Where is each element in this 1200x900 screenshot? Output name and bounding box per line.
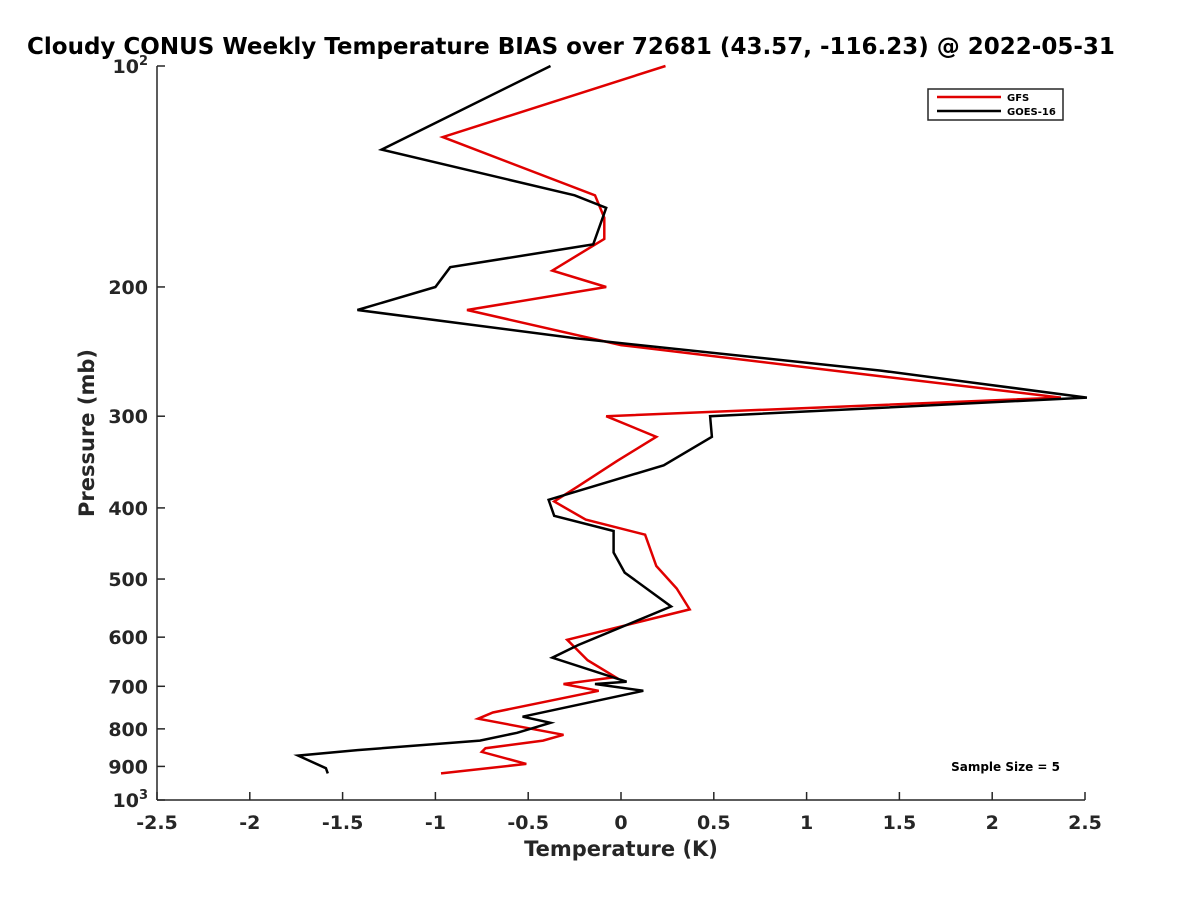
x-tick-label: -1 (425, 812, 446, 834)
series-line-goes-16 (293, 64, 1088, 774)
y-tick-label: 102 (113, 54, 149, 78)
x-tick-label: 2.5 (1068, 812, 1102, 834)
y-tick-label: 700 (108, 676, 148, 698)
y-tick-base: 10 (113, 790, 139, 812)
x-tick-label: 1.5 (883, 812, 917, 834)
x-tick-label: 0.5 (697, 812, 731, 834)
x-tick-label: -0.5 (507, 812, 549, 834)
sample-size-annotation: Sample Size = 5 (951, 760, 1060, 774)
x-tick-label: 2 (986, 812, 999, 834)
y-tick-exponent: 3 (139, 788, 148, 803)
x-axis-ticks: -2.5 -2 -1.5 -1 -0.5 0 0.5 1 1.5 2 2.5 (136, 792, 1102, 834)
chart-title: Cloudy CONUS Weekly Temperature BIAS ove… (27, 34, 1115, 60)
x-tick-label: 1 (800, 812, 813, 834)
x-tick-label: -1.5 (322, 812, 364, 834)
x-tick-label: 0 (614, 812, 627, 834)
y-tick-label: 300 (108, 406, 148, 428)
x-tick-label: -2 (239, 812, 260, 834)
y-tick-exponent: 2 (139, 54, 148, 69)
plot-area (156, 64, 1088, 801)
legend: GFS GOES-16 (927, 88, 1064, 121)
y-tick-label: 200 (108, 277, 148, 299)
x-tick-label: -2.5 (136, 812, 178, 834)
y-tick-label: 600 (108, 627, 148, 649)
y-tick-label: 500 (108, 569, 148, 591)
x-axis-label: Temperature (K) (524, 837, 718, 861)
y-tick-label: 400 (108, 498, 148, 520)
y-axis-label: Pressure (mb) (75, 349, 99, 517)
legend-label: GOES-16 (1007, 107, 1056, 118)
legend-box (927, 88, 1064, 121)
series-line-gfs (439, 64, 1062, 775)
y-tick-label: 103 (113, 788, 149, 812)
y-tick-base: 10 (113, 56, 139, 78)
legend-label: GFS (1007, 93, 1029, 104)
y-tick-label: 800 (108, 719, 148, 741)
y-tick-label: 900 (108, 756, 148, 778)
